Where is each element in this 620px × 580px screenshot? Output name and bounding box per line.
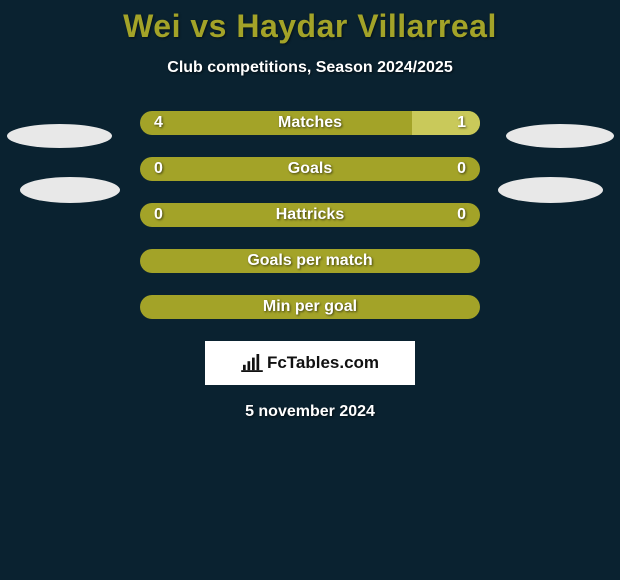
- stat-value-right: 0: [457, 157, 466, 181]
- logo-text: FcTables.com: [267, 353, 379, 373]
- stat-row: Matches4 1: [140, 111, 480, 135]
- stat-row: Min per goal: [140, 295, 480, 319]
- stat-value-right: 1: [457, 111, 466, 135]
- stat-value-left: 0: [154, 157, 163, 181]
- stat-label: Matches: [140, 111, 480, 135]
- stat-row: Goals per match: [140, 249, 480, 273]
- stat-value-right: 0: [457, 203, 466, 227]
- avatar-placeholder: [506, 124, 614, 148]
- stat-label: Min per goal: [140, 295, 480, 319]
- logo-card: FcTables.com: [205, 341, 415, 385]
- avatar-placeholder: [20, 177, 120, 203]
- stat-row: Goals0 0: [140, 157, 480, 181]
- avatar-placeholder: [7, 124, 112, 148]
- subtitle: Club competitions, Season 2024/2025: [0, 59, 620, 77]
- stat-label: Goals: [140, 157, 480, 181]
- barchart-icon: [241, 354, 263, 372]
- stat-label: Goals per match: [140, 249, 480, 273]
- avatar-placeholder: [498, 177, 603, 203]
- stat-label: Hattricks: [140, 203, 480, 227]
- page-title: Wei vs Haydar Villarreal: [0, 0, 620, 45]
- date-text: 5 november 2024: [0, 403, 620, 421]
- stat-value-left: 4: [154, 111, 163, 135]
- stat-row: Hattricks0 0: [140, 203, 480, 227]
- stat-value-left: 0: [154, 203, 163, 227]
